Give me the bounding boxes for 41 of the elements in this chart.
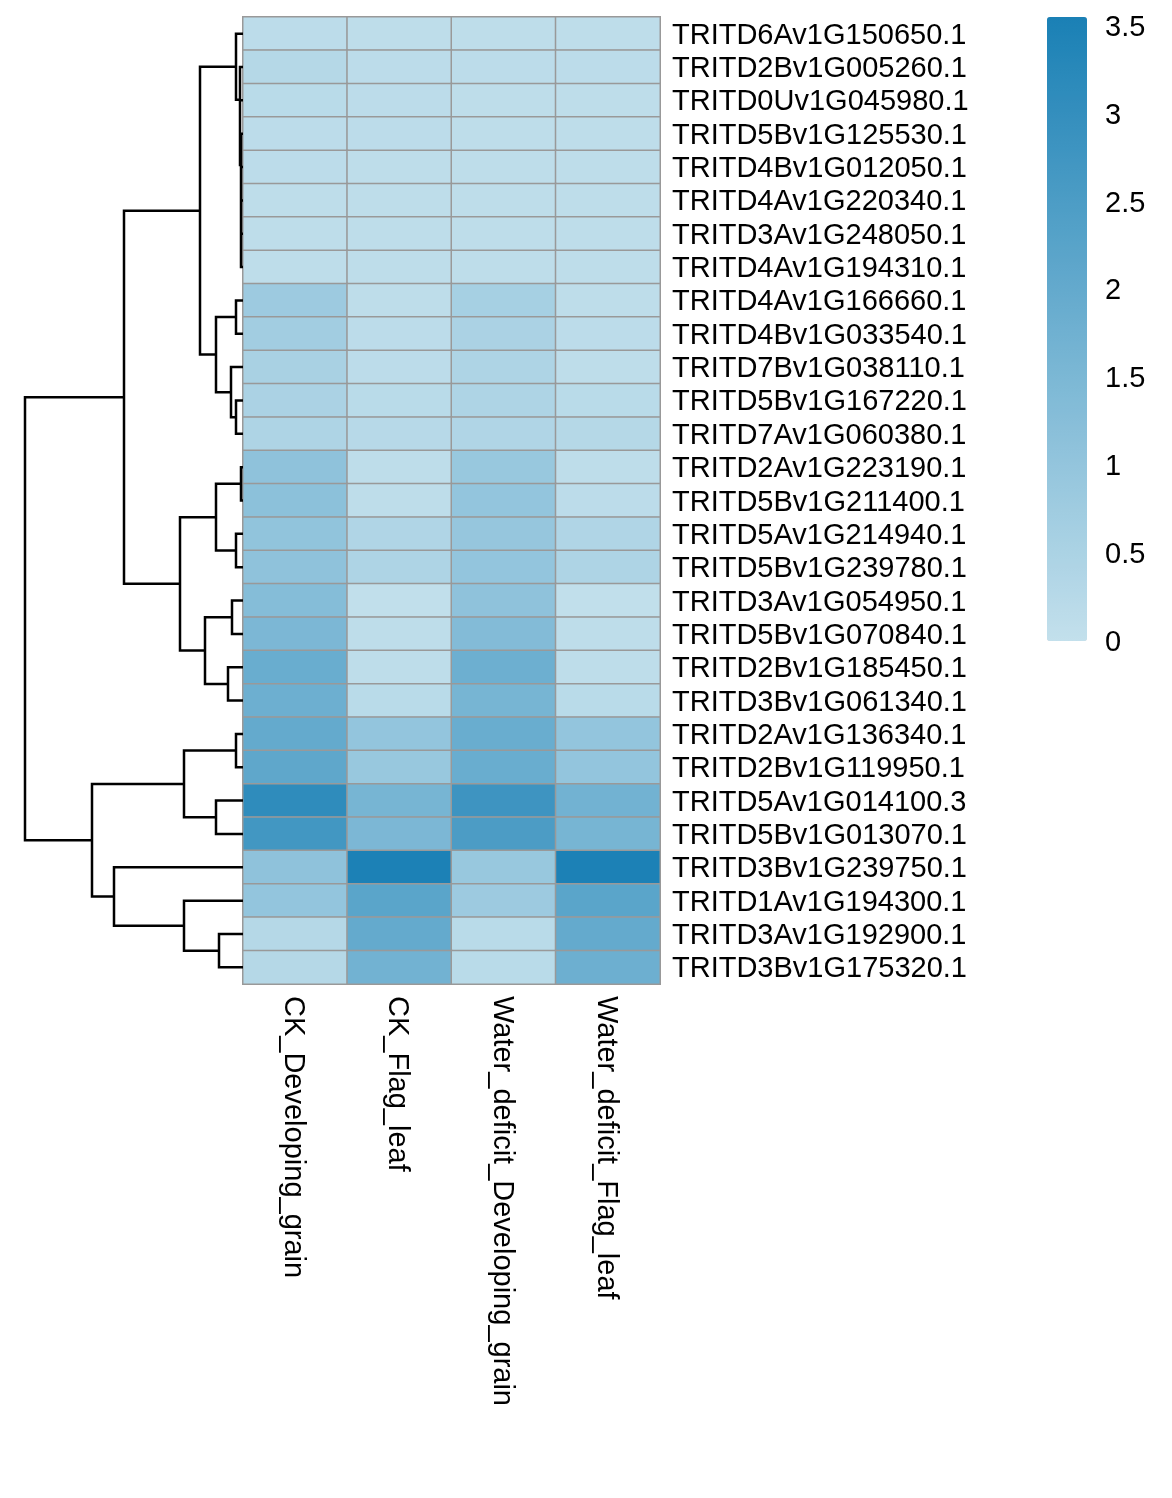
x-tick-label: Water_deficit_Developing_grain (487, 996, 520, 1406)
y-tick-label: TRITD3Bv1G175320.1 (672, 951, 967, 984)
color-bar-label: 0 (1105, 625, 1122, 657)
y-tick-label: TRITD5Bv1G239780.1 (672, 551, 967, 584)
y-tick-label: TRITD4Bv1G033540.1 (672, 317, 967, 350)
y-tick-label: TRITD5Av1G014100.3 (672, 784, 967, 817)
y-tick-label: TRITD3Av1G248050.1 (672, 217, 967, 250)
y-tick-label: TRITD2Bv1G005260.1 (672, 51, 967, 84)
y-tick-label: TRITD2Av1G136340.1 (672, 717, 967, 750)
y-tick-label: TRITD2Bv1G119950.1 (672, 751, 965, 784)
y-tick-label: TRITD6Av1G150650.1 (672, 17, 967, 50)
color-bar-label: 2.5 (1105, 185, 1146, 218)
y-tick-label: TRITD0Uv1G045980.1 (672, 84, 969, 117)
y-tick-label: TRITD5Bv1G070840.1 (672, 617, 967, 650)
y-tick-label: TRITD5Av1G214940.1 (672, 517, 967, 550)
y-tick-label: TRITD2Av1G223190.1 (672, 451, 967, 484)
y-tick-label: TRITD5Bv1G167220.1 (672, 384, 967, 417)
y-tick-label: TRITD3Av1G192900.1 (672, 917, 967, 950)
y-tick-label: TRITD4Bv1G012050.1 (672, 151, 967, 184)
y-tick-label: TRITD5Bv1G013070.1 (672, 817, 967, 850)
y-tick-label: TRITD1Av1G194300.1 (672, 884, 967, 917)
x-tick-label: Water_deficit_Flag_leaf (591, 996, 624, 1301)
y-tick-label: TRITD3Bv1G061340.1 (672, 684, 967, 717)
y-tick-label: TRITD4Av1G166660.1 (672, 284, 967, 317)
color-bar-label: 1 (1105, 449, 1122, 482)
color-bar-label: 2 (1105, 273, 1122, 306)
y-tick-label: TRITD4Av1G194310.1 (672, 251, 967, 284)
y-tick-label: TRITD2Bv1G185450.1 (672, 651, 967, 684)
y-tick-label: TRITD4Av1G220340.1 (672, 184, 967, 217)
color-bar-label: 3 (1105, 97, 1122, 130)
color-bar-label: 3.5 (1105, 9, 1146, 42)
y-tick-label: TRITD3Av1G054950.1 (672, 584, 967, 617)
y-tick-label: TRITD7Av1G060380.1 (672, 417, 967, 450)
y-tick-label: TRITD5Bv1G211400.1 (672, 484, 965, 517)
color-bar-label: 0.5 (1105, 537, 1146, 570)
y-tick-label: TRITD3Bv1G239750.1 (672, 851, 967, 884)
y-tick-label: TRITD7Bv1G038110.1 (672, 351, 965, 384)
color-bar-label: 1.5 (1105, 361, 1146, 394)
x-tick-label: CK_Flag_leaf (383, 996, 416, 1173)
y-tick-label: TRITD5Bv1G125530.1 (672, 117, 967, 150)
x-tick-label: CK_Developing_grain (279, 996, 312, 1279)
